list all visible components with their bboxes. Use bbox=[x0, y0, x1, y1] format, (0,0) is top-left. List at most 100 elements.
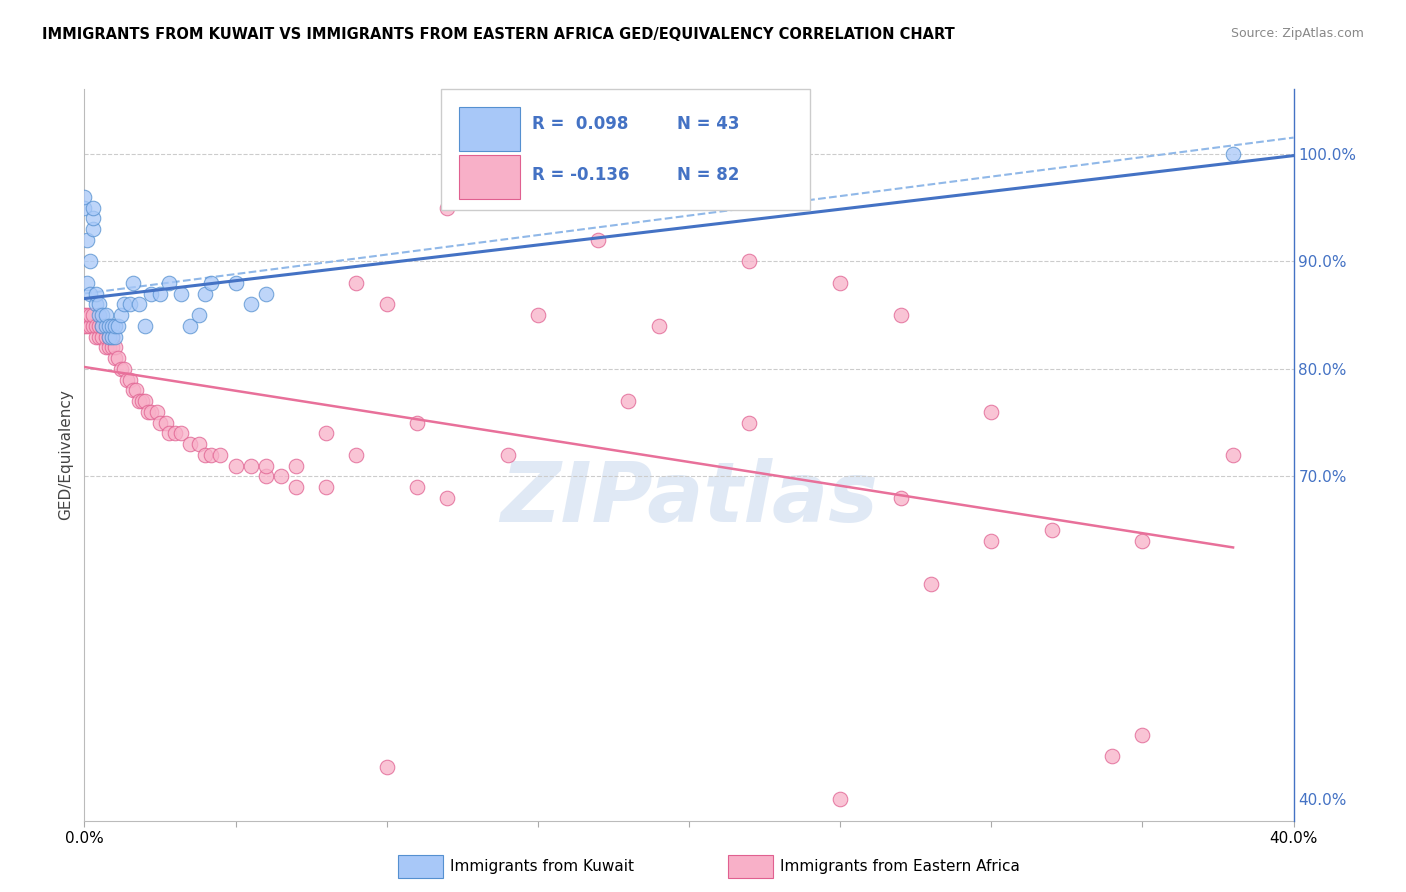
Point bbox=[82, 201, 104, 215]
Point bbox=[588, 233, 610, 247]
Point bbox=[200, 276, 222, 290]
Point bbox=[115, 373, 138, 387]
Point bbox=[980, 405, 1002, 419]
Point bbox=[149, 286, 172, 301]
Point bbox=[254, 458, 277, 473]
Point bbox=[89, 297, 111, 311]
FancyBboxPatch shape bbox=[460, 155, 520, 199]
Point bbox=[91, 318, 114, 333]
Point bbox=[165, 426, 187, 441]
Point bbox=[436, 201, 458, 215]
Point bbox=[285, 480, 308, 494]
Point bbox=[157, 276, 180, 290]
Point bbox=[890, 308, 912, 322]
Point bbox=[125, 384, 148, 398]
Point bbox=[73, 201, 96, 215]
Point bbox=[149, 416, 172, 430]
Point bbox=[89, 329, 111, 343]
Point bbox=[76, 308, 98, 322]
Point bbox=[648, 318, 671, 333]
Point bbox=[91, 318, 114, 333]
Point bbox=[346, 448, 368, 462]
Point bbox=[86, 286, 108, 301]
Text: Source: ZipAtlas.com: Source: ZipAtlas.com bbox=[1230, 27, 1364, 40]
Point bbox=[73, 318, 96, 333]
Point bbox=[89, 308, 111, 322]
Point bbox=[146, 405, 169, 419]
Point bbox=[94, 318, 117, 333]
Point bbox=[980, 533, 1002, 548]
Point bbox=[76, 233, 98, 247]
Point bbox=[100, 329, 122, 343]
Point bbox=[100, 318, 122, 333]
Text: R =  0.098: R = 0.098 bbox=[531, 114, 628, 133]
Point bbox=[738, 416, 761, 430]
Point bbox=[104, 351, 127, 365]
Point bbox=[86, 297, 108, 311]
Point bbox=[97, 340, 120, 354]
Point bbox=[239, 297, 262, 311]
Point bbox=[82, 308, 104, 322]
Point bbox=[134, 394, 156, 409]
Point bbox=[436, 491, 458, 505]
Point bbox=[285, 458, 308, 473]
Y-axis label: GED/Equivalency: GED/Equivalency bbox=[58, 390, 73, 520]
Point bbox=[225, 276, 247, 290]
Point bbox=[104, 340, 127, 354]
Point bbox=[188, 437, 211, 451]
Text: Immigrants from Eastern Africa: Immigrants from Eastern Africa bbox=[780, 859, 1021, 873]
Point bbox=[79, 254, 101, 268]
Point bbox=[79, 286, 101, 301]
Point bbox=[82, 222, 104, 236]
Point bbox=[709, 190, 731, 204]
Point bbox=[104, 318, 127, 333]
Point bbox=[86, 329, 108, 343]
Point bbox=[496, 448, 519, 462]
Point bbox=[170, 286, 193, 301]
Point bbox=[170, 426, 193, 441]
Point bbox=[239, 458, 262, 473]
Point bbox=[254, 469, 277, 483]
Point bbox=[375, 760, 398, 774]
Point bbox=[890, 491, 912, 505]
Point bbox=[920, 577, 942, 591]
Point bbox=[79, 318, 101, 333]
Point bbox=[94, 308, 117, 322]
FancyBboxPatch shape bbox=[460, 108, 520, 152]
Point bbox=[131, 394, 153, 409]
Point bbox=[375, 297, 398, 311]
Point bbox=[76, 276, 98, 290]
Point bbox=[1222, 146, 1244, 161]
Point bbox=[100, 329, 122, 343]
Point bbox=[188, 308, 211, 322]
Point bbox=[617, 394, 640, 409]
Point bbox=[94, 340, 117, 354]
Point bbox=[100, 340, 122, 354]
Point bbox=[315, 426, 337, 441]
Point bbox=[830, 792, 852, 806]
Point bbox=[1222, 448, 1244, 462]
Point bbox=[82, 318, 104, 333]
Text: N = 82: N = 82 bbox=[676, 166, 740, 184]
Point bbox=[179, 437, 201, 451]
Point bbox=[110, 362, 132, 376]
Point bbox=[194, 286, 217, 301]
Point bbox=[209, 448, 232, 462]
Point bbox=[134, 318, 156, 333]
Point bbox=[79, 308, 101, 322]
Point bbox=[1040, 523, 1063, 537]
Point bbox=[346, 276, 368, 290]
Point bbox=[76, 318, 98, 333]
Point bbox=[467, 190, 489, 204]
Point bbox=[254, 286, 277, 301]
Point bbox=[406, 480, 429, 494]
Point bbox=[89, 318, 111, 333]
Text: Immigrants from Kuwait: Immigrants from Kuwait bbox=[450, 859, 634, 873]
Point bbox=[112, 362, 135, 376]
Point bbox=[94, 329, 117, 343]
Point bbox=[139, 286, 162, 301]
Point bbox=[112, 297, 135, 311]
Point bbox=[830, 276, 852, 290]
Point bbox=[738, 254, 761, 268]
Point bbox=[107, 318, 129, 333]
